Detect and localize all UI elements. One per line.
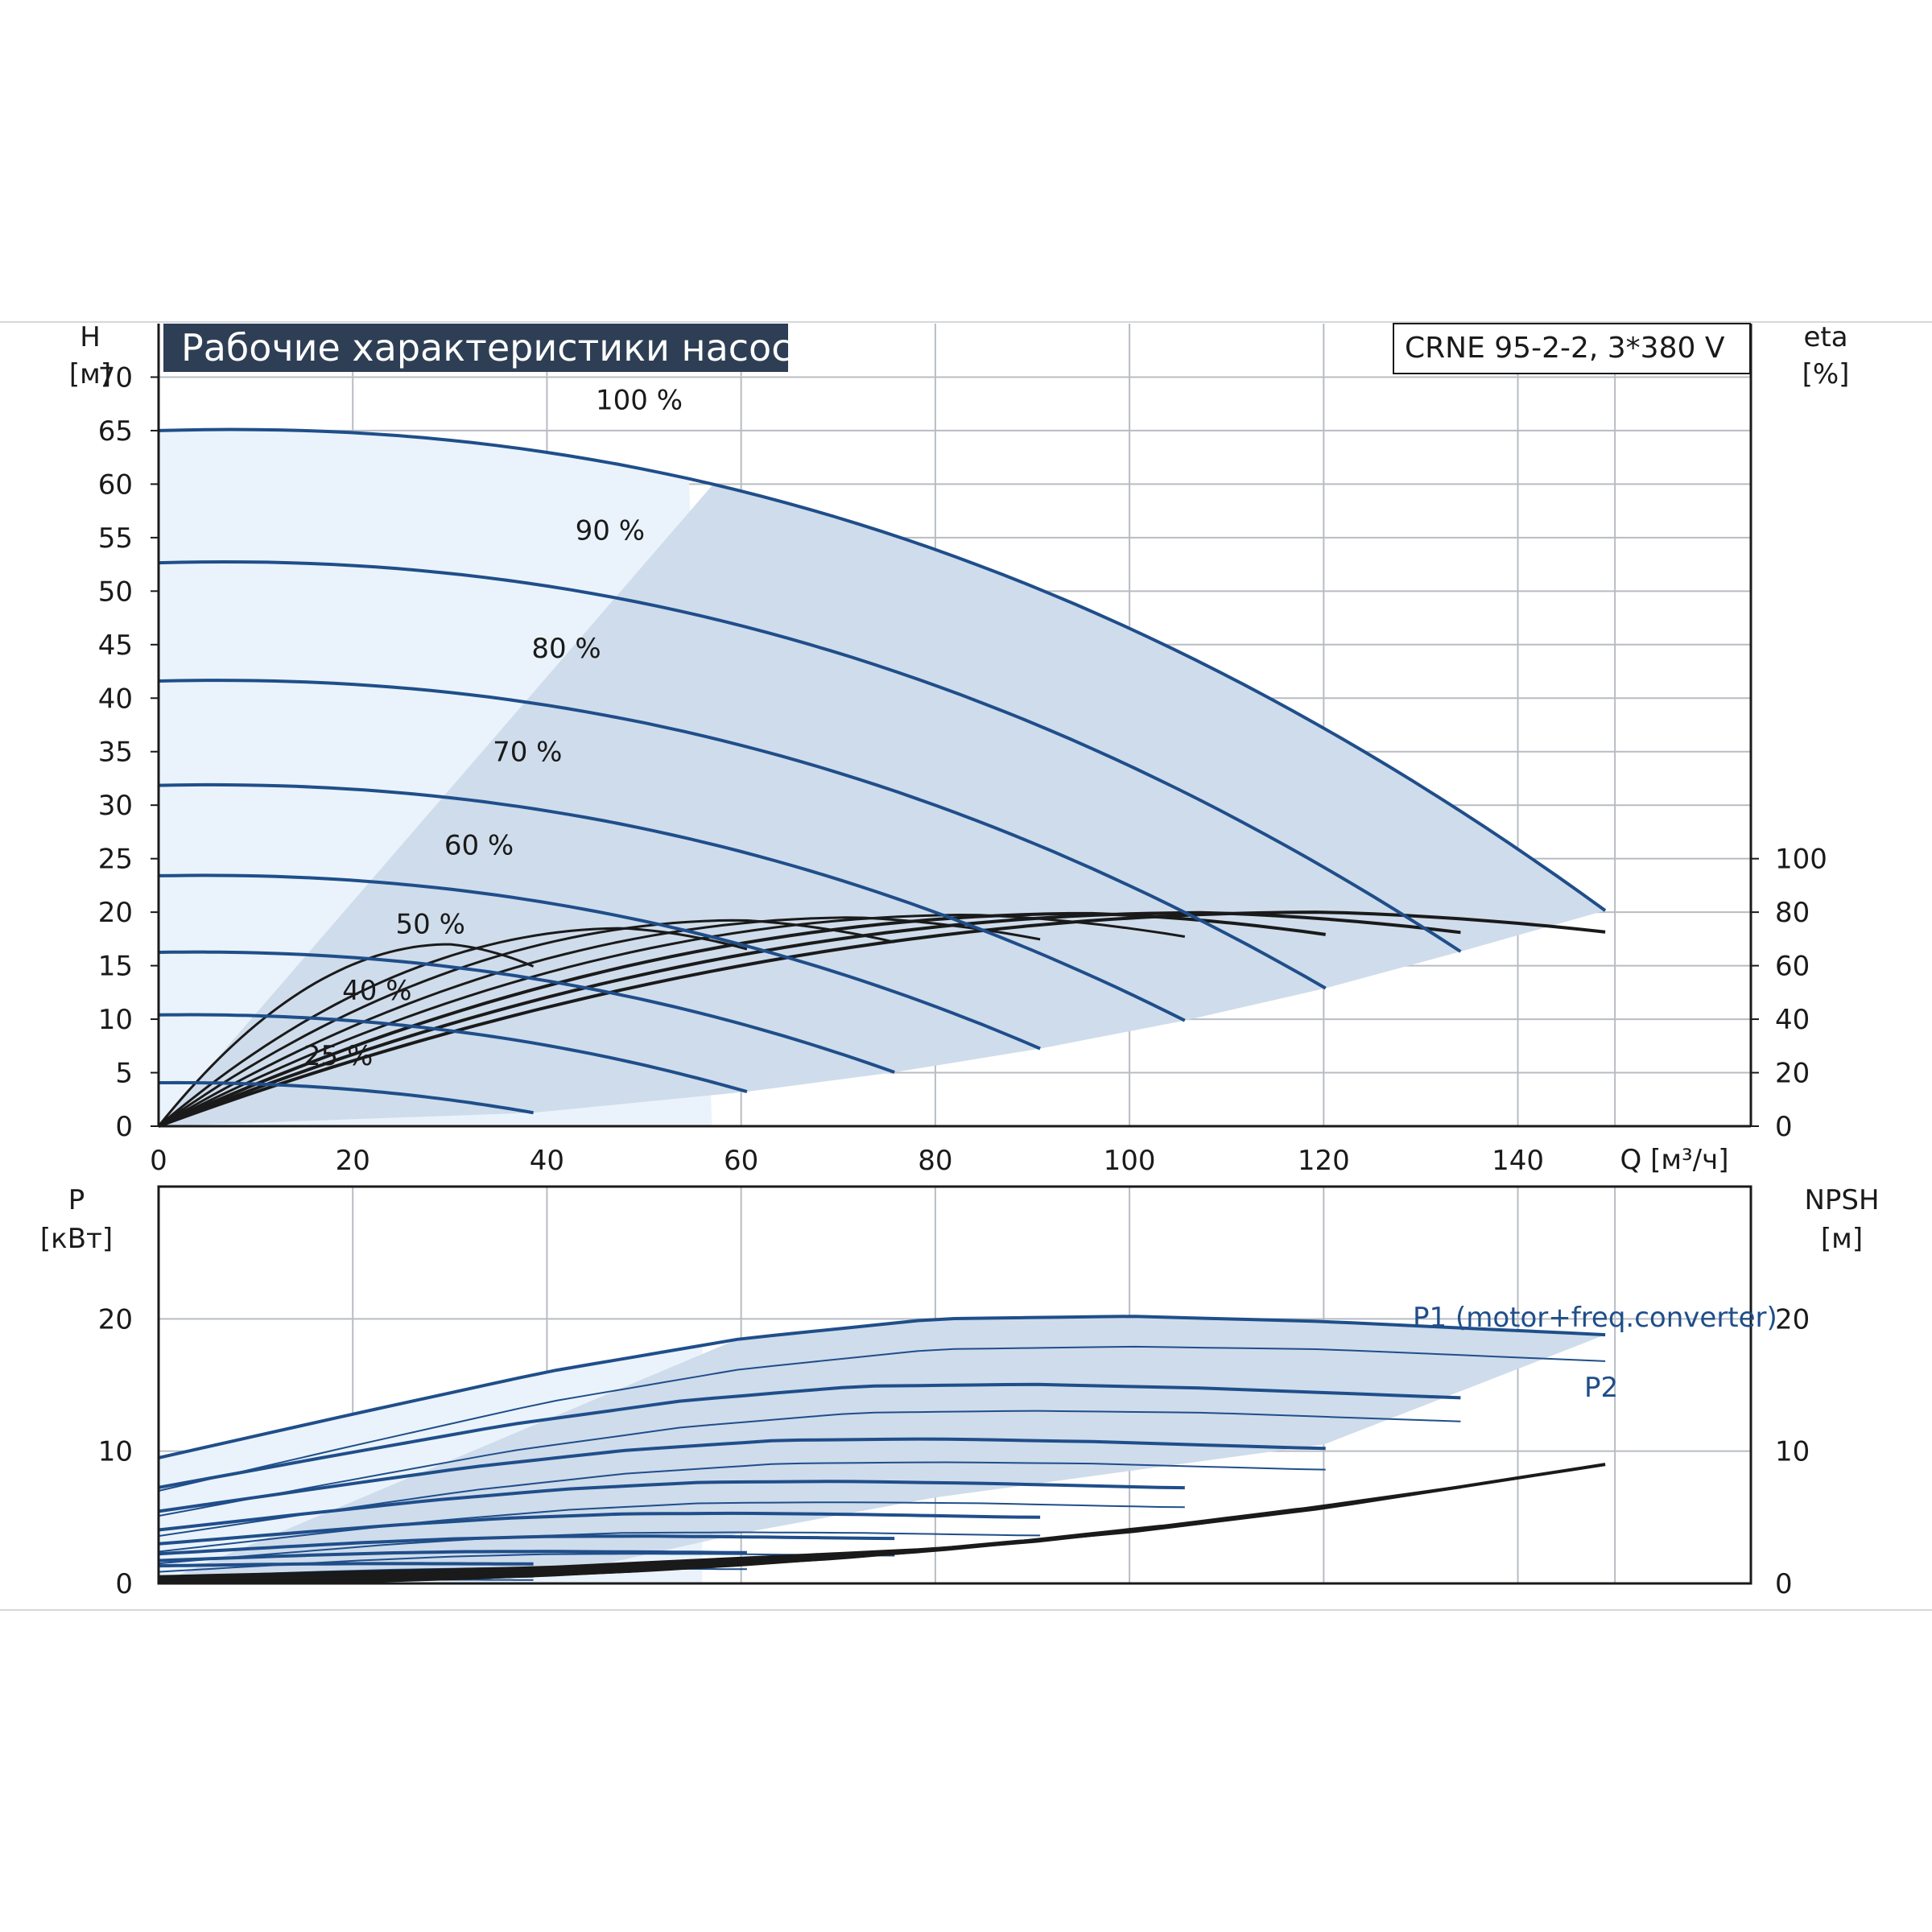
p1-curve-1 (158, 1382, 1461, 1489)
p1-curve-4 (158, 1511, 1041, 1546)
h-tick-label-5: 25 (98, 844, 133, 876)
speed-label-2: 80 % (531, 633, 601, 665)
p1-curve-3 (158, 1480, 1185, 1532)
h-tick-label-8: 40 (98, 683, 133, 715)
p1-curve-7 (158, 1562, 534, 1568)
q-tick-label-2: 40 (530, 1145, 564, 1177)
q-tick-label-6: 120 (1298, 1145, 1350, 1177)
npsh-tick-label-1: 10 (1775, 1436, 1810, 1468)
eta-tick-label-4: 80 (1775, 897, 1810, 929)
title-bar (163, 324, 788, 372)
h-tick-label-14: 70 (98, 361, 133, 394)
speed-label-3: 70 % (493, 737, 562, 769)
model-label: CRNE 95-2-2, 3*380 V (1405, 332, 1725, 365)
legend-p2: P2 (1584, 1372, 1618, 1404)
speed-label-7: 25 % (303, 1040, 373, 1072)
eta-tick-label-3: 60 (1775, 951, 1810, 983)
eta-curve-1 (158, 910, 1461, 1128)
speed-label-1: 90 % (576, 515, 645, 547)
h-tick-label-7: 35 (98, 737, 133, 769)
h-tick-label-10: 50 (98, 576, 133, 608)
h-tick-label-6: 30 (98, 790, 133, 822)
head-curve-3 (158, 782, 1186, 1022)
eta-curve-4 (158, 916, 1041, 1128)
p1-curve-6 (158, 1550, 747, 1563)
h-tick-label-1: 5 (115, 1058, 133, 1090)
q-tick-label-1: 20 (336, 1145, 370, 1177)
p1-curve-0 (158, 1315, 1606, 1459)
head-curve-0 (158, 427, 1607, 912)
eta-tick-label-1: 20 (1775, 1058, 1810, 1090)
eta-tick-label-0: 0 (1775, 1111, 1793, 1143)
h-tick-label-4: 20 (98, 897, 133, 929)
eta-unit-label: [%] (1802, 358, 1850, 390)
eta-curve-3 (158, 913, 1186, 1128)
eta-axis-label: eta (1803, 321, 1847, 353)
speed-label-4: 60 % (444, 829, 514, 861)
p1-curve-5 (158, 1534, 895, 1556)
head-curve-5 (158, 950, 895, 1074)
p2-curve-3 (158, 1501, 1185, 1553)
h-unit-label: [м] (69, 358, 111, 390)
p2-curve-1 (158, 1410, 1461, 1517)
h-tick-label-13: 65 (98, 415, 133, 448)
legend-p1: P1 (motor+freq.converter) (1413, 1302, 1777, 1334)
q-tick-label-4: 80 (918, 1145, 952, 1177)
q-tick-label-7: 140 (1492, 1145, 1544, 1177)
h-tick-label-11: 55 (98, 522, 133, 555)
p-tick-label-0: 0 (115, 1568, 133, 1600)
eta-curve-6 (158, 927, 748, 1128)
h-tick-label-12: 60 (98, 469, 133, 501)
p1-curve-2 (158, 1437, 1326, 1513)
head-curve-1 (158, 559, 1462, 953)
npsh-axis-label: NPSH (1804, 1184, 1879, 1216)
power-panel-frame (157, 1185, 1752, 1585)
speed-label-0: 100 % (596, 384, 683, 416)
npsh-tick-label-2: 20 (1775, 1303, 1810, 1335)
p-axis-label: P (68, 1184, 85, 1216)
p2-curve-4 (158, 1531, 1041, 1565)
head-curve-2 (158, 679, 1327, 990)
h-tick-label-3: 15 (98, 951, 133, 983)
q-tick-label-0: 0 (150, 1145, 167, 1177)
h-tick-label-2: 10 (98, 1004, 133, 1036)
h-tick-label-0: 0 (115, 1111, 133, 1143)
p-tick-label-1: 10 (98, 1436, 133, 1468)
head-panel: 100 % 90 % 80 % 70 % 60 % 50 % 40 % 25 % 0 5 10 15 2… (98, 324, 1827, 1177)
head-curve-7 (159, 1080, 534, 1115)
chart-title: Рабочие характеристики насоса (181, 326, 815, 369)
eta-curve-5 (158, 919, 895, 1128)
h-tick-label-9: 45 (98, 630, 133, 662)
p-unit-label: [кВт] (40, 1223, 113, 1255)
eta-tick-label-5: 100 (1775, 844, 1827, 876)
q-axis-label: Q [м³/ч] (1620, 1144, 1729, 1176)
speed-label-6: 40 % (342, 975, 411, 1007)
head-curve-6 (158, 1013, 748, 1094)
model-box (1393, 323, 1751, 374)
npsh-tick-label-0: 0 (1775, 1568, 1793, 1600)
power-panel: 0 10 20 0 10 20 (98, 1185, 1810, 1600)
speed-label-5: 50 % (396, 909, 465, 941)
eta-curve-7 (157, 943, 535, 1127)
eta-tick-label-2: 40 (1775, 1004, 1810, 1036)
p-tick-label-2: 20 (98, 1303, 133, 1335)
h-axis-label: H (80, 321, 101, 353)
p2-curve-0 (158, 1345, 1606, 1492)
eta-curve-0 (158, 910, 1606, 1128)
head-curve-4 (158, 873, 1041, 1051)
q-tick-label-5: 100 (1104, 1145, 1156, 1177)
npsh-unit-label: [м] (1821, 1223, 1863, 1255)
q-tick-label-3: 60 (724, 1145, 758, 1177)
